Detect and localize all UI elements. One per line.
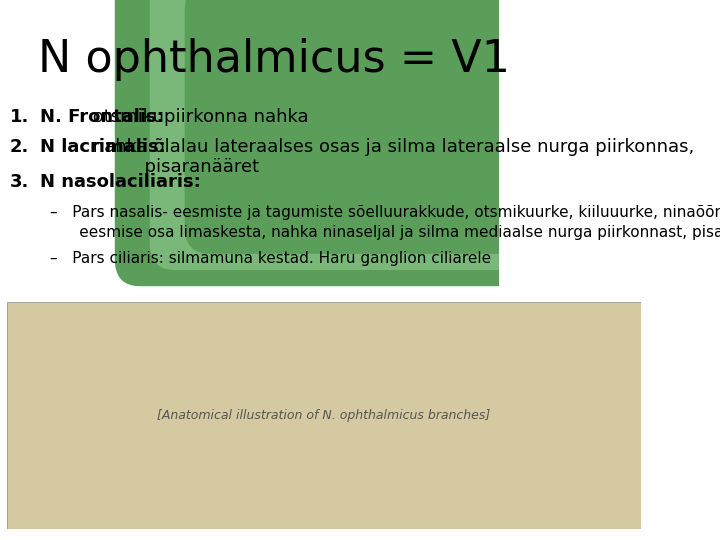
Text: N ophthalmicus = V1: N ophthalmicus = V1 [38,38,510,81]
Text: N. Frontalis:: N. Frontalis: [40,108,163,126]
Text: 2.: 2. [10,138,30,156]
Text: 3.: 3. [10,173,30,191]
Text: –   Pars nasalis- eesmiste ja tagumiste sõelluurakkude, otsmikuurke, kiiluuurke,: – Pars nasalis- eesmiste ja tagumiste sõ… [50,205,720,240]
Text: 1.: 1. [10,108,30,126]
Text: –   Pars ciliaris: silmamuna kestad. Haru ganglion ciliarele: – Pars ciliaris: silmamuna kestad. Haru … [50,251,491,266]
Text: [Anatomical illustration of N. ophthalmicus branches]: [Anatomical illustration of N. ophthalmi… [158,409,490,422]
FancyBboxPatch shape [7,302,641,529]
FancyBboxPatch shape [150,0,524,270]
Text: otsmikupiirkonna nahka: otsmikupiirkonna nahka [86,108,308,126]
FancyBboxPatch shape [114,0,539,286]
Text: nahka õlalau lateraalses osas ja silma lateraalse nurga piirkonnas,
          pi: nahka õlalau lateraalses osas ja silma l… [86,138,694,177]
Text: N nasolaciliaris:: N nasolaciliaris: [40,173,201,191]
Text: N lacrimalis:: N lacrimalis: [40,138,166,156]
FancyBboxPatch shape [184,0,524,254]
